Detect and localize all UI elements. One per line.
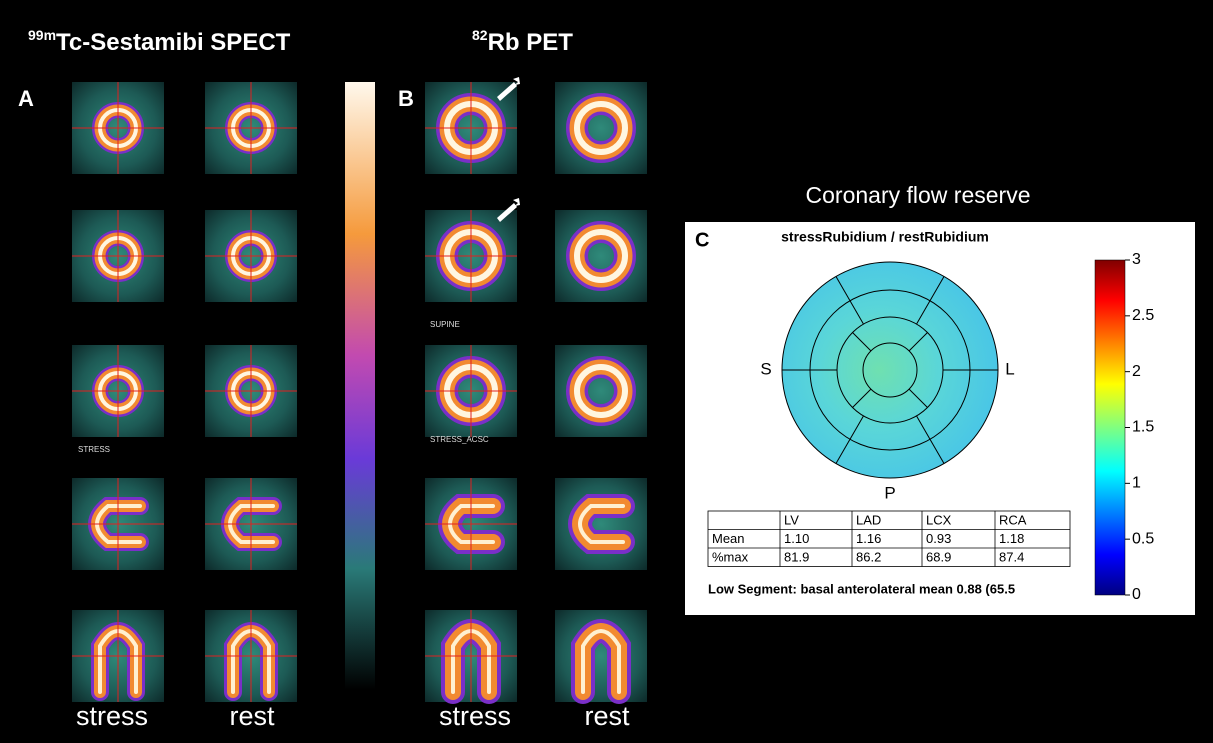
panel-b-title: 82Rb PET [472, 27, 573, 57]
cfr-colorbar [1095, 260, 1125, 595]
image-label: STRESS_ACSC [430, 435, 489, 444]
panel-a-title: 99mTc-Sestamibi SPECT [28, 27, 291, 57]
title-text: Tc-Sestamibi SPECT [56, 29, 291, 56]
colorbar-tick-label: 0.5 [1132, 530, 1154, 547]
low-segment-note: Low Segment: basal anterolateral mean 0.… [708, 581, 1015, 596]
table-header: LV [784, 513, 799, 528]
panel-label: A [18, 86, 34, 111]
table-cell: 87.4 [999, 550, 1024, 565]
superscript: 82 [472, 27, 488, 43]
polar-map [782, 262, 998, 478]
panel-c-subtitle: stressRubidium / restRubidium [781, 229, 989, 245]
table-cell: 81.9 [784, 550, 809, 565]
column-label: rest [229, 701, 275, 731]
intensity-colorbar [345, 82, 375, 690]
colorbar-tick-label: 2 [1132, 363, 1141, 380]
colorbar-tick-label: 0 [1132, 586, 1141, 603]
title-text: Rb PET [488, 29, 574, 56]
panel-label: B [398, 86, 414, 111]
table-cell: 1.16 [856, 531, 881, 546]
column-label: stress [439, 701, 511, 731]
direction-label: P [884, 483, 895, 502]
colorbar-tick-label: 1 [1132, 475, 1141, 492]
colorbar-tick-label: 2.5 [1132, 307, 1154, 324]
table-cell: 86.2 [856, 550, 881, 565]
superscript: 99m [28, 27, 56, 43]
panel-c-heading: Coronary flow reserve [806, 182, 1031, 208]
table-header: RCA [999, 513, 1027, 528]
direction-label: S [760, 359, 771, 378]
table-cell: 68.9 [926, 550, 951, 565]
table-cell: Mean [712, 531, 745, 546]
image-label: STRESS [78, 445, 110, 454]
table-header: LCX [926, 513, 952, 528]
table-cell: 0.93 [926, 531, 951, 546]
column-label: stress [76, 701, 148, 731]
table-cell: 1.18 [999, 531, 1024, 546]
panel-label: C [695, 229, 709, 251]
colorbar-tick-label: 3 [1132, 251, 1141, 268]
figure: 99mTc-Sestamibi SPECT 82Rb PET A B STRES… [0, 0, 1213, 743]
table-cell: 1.10 [784, 531, 809, 546]
table-header: LAD [856, 513, 881, 528]
direction-label: L [1005, 359, 1014, 378]
table-cell: %max [712, 550, 749, 565]
image-label: SUPINE [430, 320, 460, 329]
column-label: rest [584, 701, 630, 731]
colorbar-tick-label: 1.5 [1132, 419, 1154, 436]
